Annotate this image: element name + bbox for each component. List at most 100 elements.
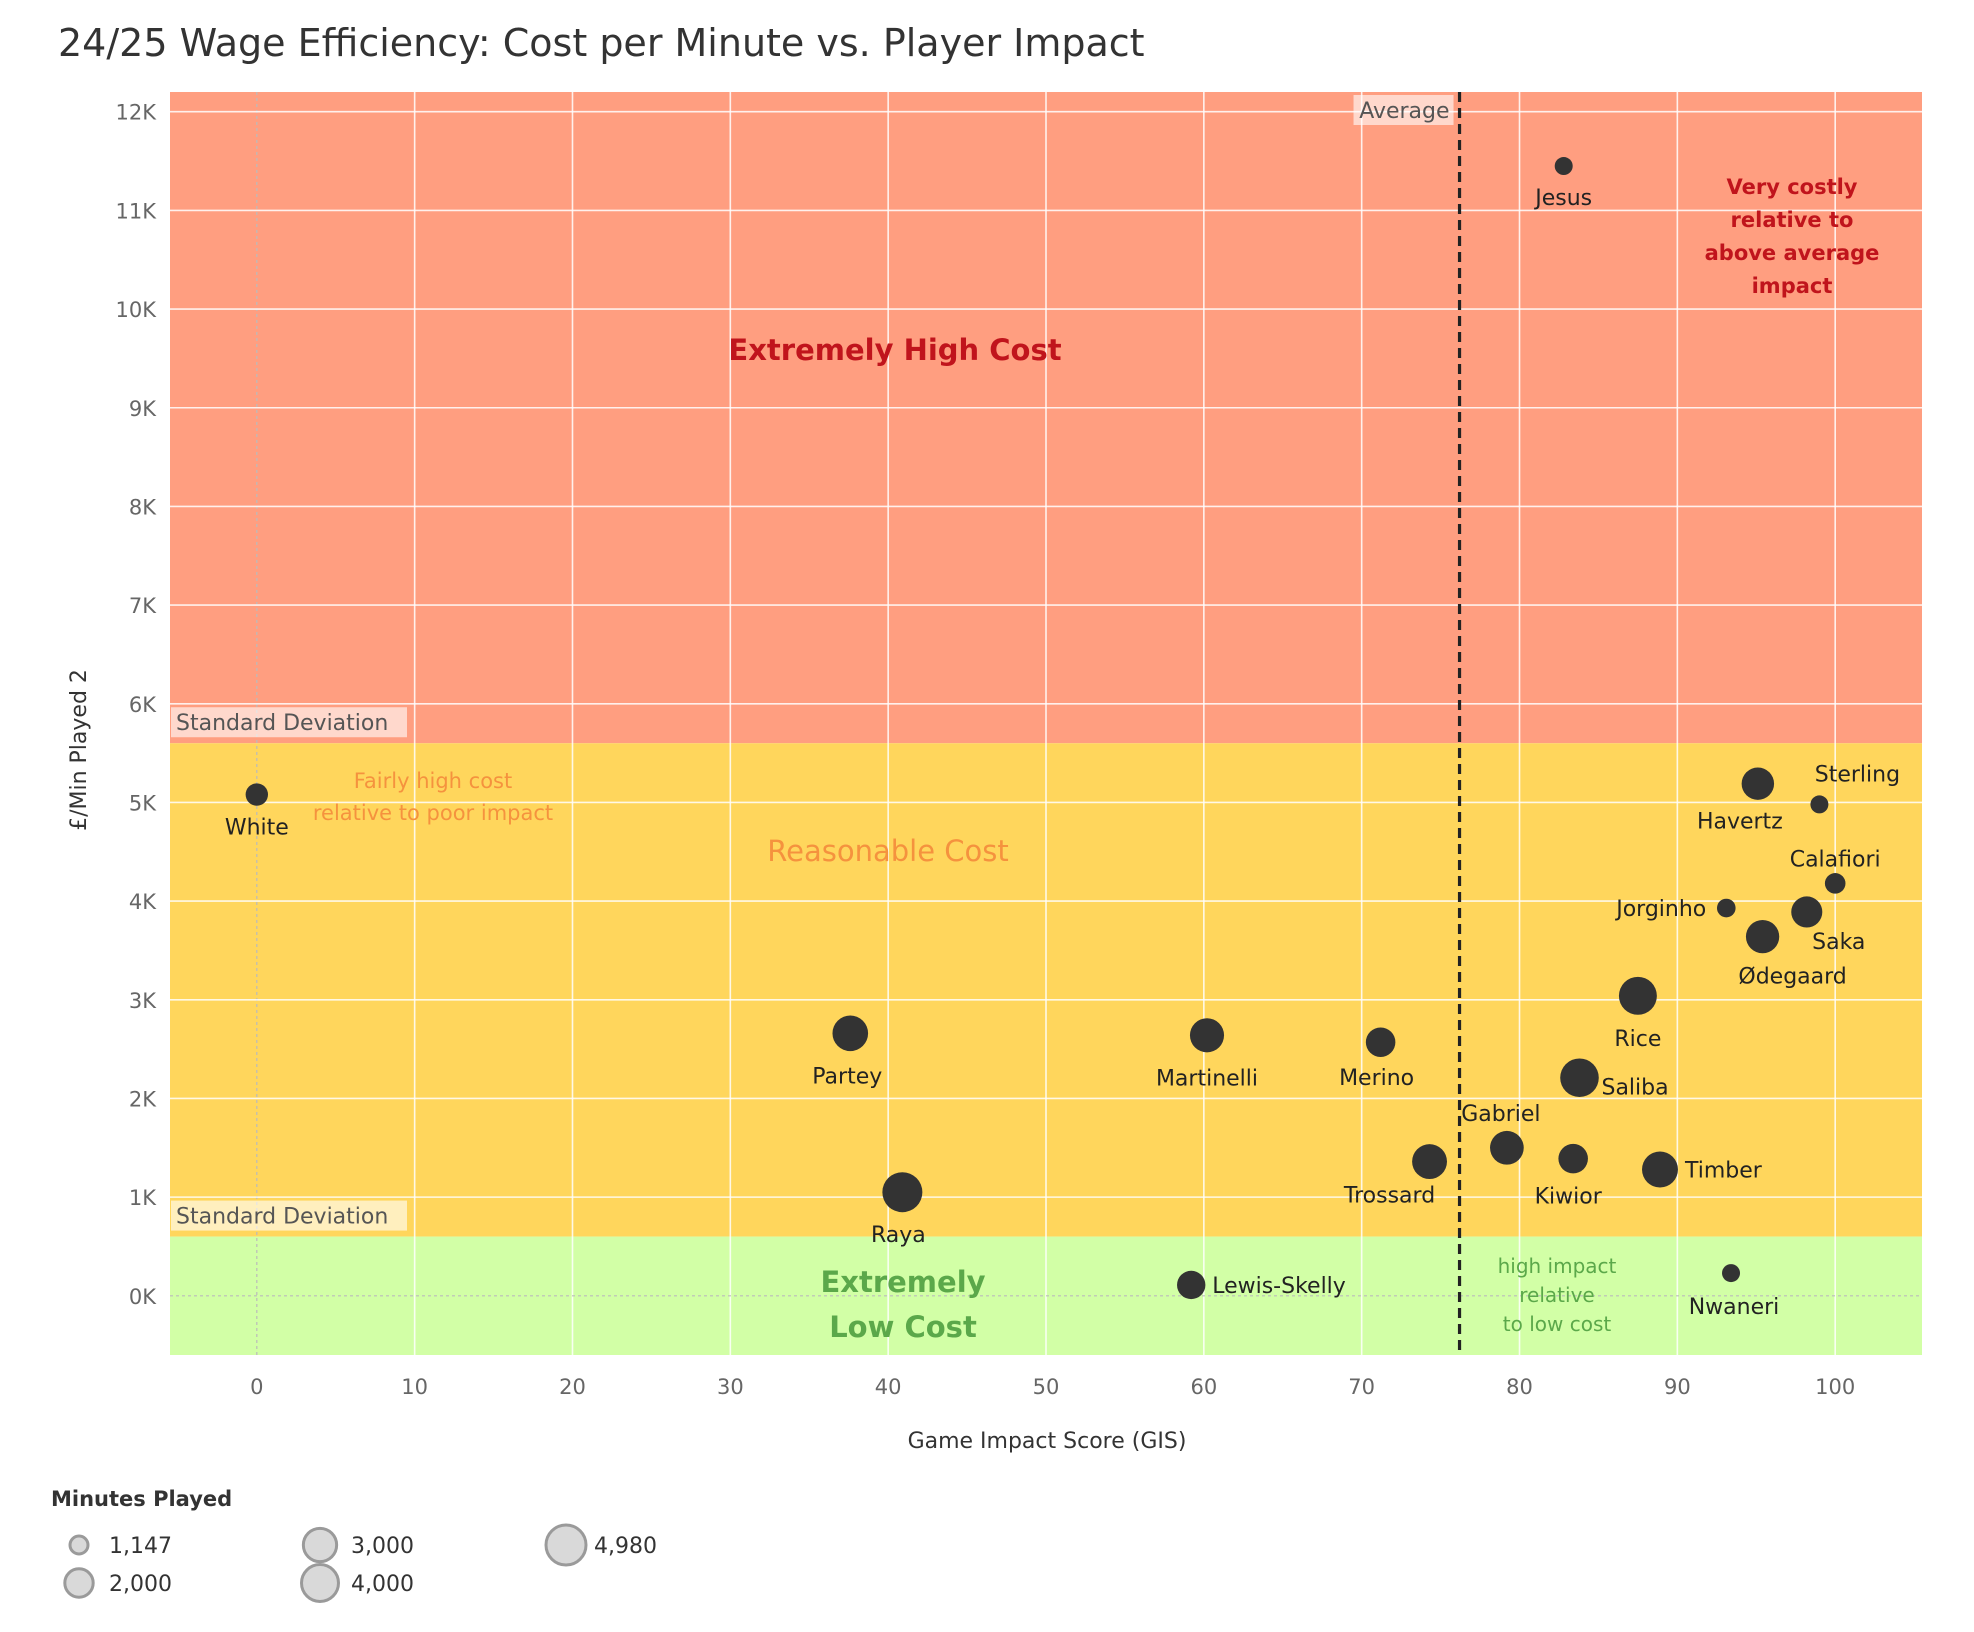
std-dev-label: Standard Deviation (176, 1205, 388, 1230)
point-rice (1618, 976, 1657, 1015)
point-label-martinelli: Martinelli (1156, 1066, 1258, 1091)
annotation-line: Fairly high cost (354, 769, 512, 793)
point-raya (882, 1172, 923, 1213)
point-label-raya: Raya (871, 1223, 926, 1248)
annotation-line: high impact (1498, 1254, 1617, 1278)
y-tick-label: 8K (129, 495, 157, 519)
x-tick-label: 0 (250, 1375, 263, 1399)
point-label-jesus: Jesus (1533, 186, 1592, 211)
point-timber (1642, 1151, 1678, 1188)
y-tick-label: 11K (116, 199, 158, 223)
annotation-very-costly: Very costly relative to above average impac… (1705, 175, 1880, 298)
x-tick-label: 70 (1348, 1375, 1375, 1399)
legend-label: 3,000 (351, 1534, 414, 1559)
average-line-group: Average (1353, 92, 1462, 1355)
point-label-ødegaard: Ødegaard (1738, 965, 1846, 990)
y-tick-label: 7K (129, 594, 157, 618)
point-label-trossard: Trossard (1343, 1184, 1435, 1209)
legend-label: 4,980 (594, 1534, 657, 1559)
x-tick-label: 10 (401, 1375, 428, 1399)
x-tick-label: 40 (875, 1375, 902, 1399)
legend-label: 2,000 (109, 1572, 172, 1597)
y-tick-label: 10K (116, 298, 158, 322)
x-tick-label: 20 (559, 1375, 586, 1399)
average-label: Average (1359, 99, 1449, 124)
annotation-line: to low cost (1503, 1312, 1612, 1336)
point-trossard (1412, 1144, 1447, 1180)
annotation-reasonable: Reasonable Cost (767, 834, 1008, 868)
legend-swatch (300, 1563, 340, 1603)
point-label-calafiori: Calafiori (1790, 847, 1881, 872)
legend-label: 1,147 (109, 1534, 172, 1559)
point-partey (832, 1015, 869, 1052)
point-calafiori (1824, 873, 1846, 894)
point-havertz (1741, 767, 1775, 800)
data-points: Jesus White Havertz Sterling Calafiori Jorgin… (225, 157, 1900, 1320)
point-sterling (1810, 795, 1829, 814)
legend-label: 4,000 (351, 1572, 414, 1597)
size-legend: Minutes Played 1,147 2,000 3,000 4,000 4,980 (51, 1487, 657, 1603)
y-tick-label: 6K (129, 693, 157, 717)
x-tick-labels: 0 10 20 30 40 50 60 70 80 90 100 (250, 1375, 1855, 1399)
std-dev-label-bg (171, 1200, 407, 1231)
point-saka (1791, 896, 1823, 928)
point-merino (1365, 1027, 1396, 1057)
y-tick-label: 4K (129, 890, 157, 914)
y-tick-labels: 0K 1K 2K 3K 4K 5K 6K 7K 8K 9K 10K 11K 12K (116, 101, 158, 1309)
annotation-line: relative (1519, 1283, 1594, 1307)
annotation-line: Extremely High Cost (728, 333, 1061, 367)
x-tick-label: 30 (717, 1375, 744, 1399)
annotations: Extremely High Cost Reasonable Cost Extrem… (313, 175, 1880, 1344)
annotation-extremely-low: Extremely Low Cost (820, 1265, 985, 1344)
legend-swatch (301, 1526, 339, 1564)
x-tick-label: 90 (1664, 1375, 1691, 1399)
point-jesus (1554, 157, 1573, 176)
x-tick-label: 80 (1506, 1375, 1533, 1399)
point-label-timber: Timber (1684, 1158, 1763, 1183)
y-tick-label: 2K (129, 1087, 157, 1111)
y-tick-label: 1K (129, 1186, 157, 1210)
chart-title: 24/25 Wage Efficiency: Cost per Minute v… (58, 21, 1145, 65)
point-label-lewis-skelly: Lewis-Skelly (1212, 1274, 1346, 1299)
y-tick-label: 5K (129, 791, 157, 815)
point-white (245, 783, 269, 806)
point-label-nwaneri: Nwaneri (1689, 1295, 1780, 1320)
point-martinelli (1189, 1018, 1225, 1053)
annotation-line: above average (1705, 241, 1880, 265)
point-saliba (1560, 1058, 1599, 1098)
point-ødegaard (1745, 919, 1780, 954)
legend-swatch (544, 1523, 588, 1567)
point-label-merino: Merino (1339, 1066, 1414, 1091)
point-label-saka: Saka (1812, 930, 1865, 955)
legend-swatch (63, 1567, 95, 1599)
point-label-rice: Rice (1614, 1027, 1661, 1052)
y-axis-title: £/Min Played 2 (67, 669, 92, 831)
annotation-high-impact: high impact relative to low cost (1498, 1254, 1617, 1336)
legend-title: Minutes Played (51, 1487, 232, 1511)
y-tick-label: 0K (129, 1285, 157, 1309)
point-lewis-skelly (1177, 1270, 1206, 1300)
x-tick-label: 50 (1033, 1375, 1060, 1399)
annotation-line: relative to (1731, 208, 1854, 232)
point-label-white: White (225, 816, 289, 841)
point-label-havertz: Havertz (1697, 810, 1783, 835)
std-dev-label: Standard Deviation (176, 711, 388, 736)
annotation-line: Extremely (820, 1265, 985, 1299)
grid-lines (170, 92, 1922, 1355)
y-tick-label: 12K (116, 101, 158, 125)
annotation-line: Reasonable Cost (767, 834, 1008, 868)
point-jorginho (1716, 898, 1736, 918)
x-tick-label: 100 (1815, 1375, 1855, 1399)
std-dev-label-bg (171, 707, 407, 738)
point-gabriel (1490, 1130, 1524, 1165)
annotation-line: Low Cost (829, 1310, 977, 1344)
average-label-bg (1353, 95, 1454, 125)
point-label-sterling: Sterling (1815, 762, 1900, 787)
point-label-kiwior: Kiwior (1535, 1185, 1603, 1210)
point-label-gabriel: Gabriel (1461, 1102, 1540, 1127)
x-axis-title: Game Impact Score (GIS) (908, 1429, 1187, 1454)
point-nwaneri (1722, 1264, 1741, 1283)
point-label-saliba: Saliba (1601, 1076, 1668, 1101)
